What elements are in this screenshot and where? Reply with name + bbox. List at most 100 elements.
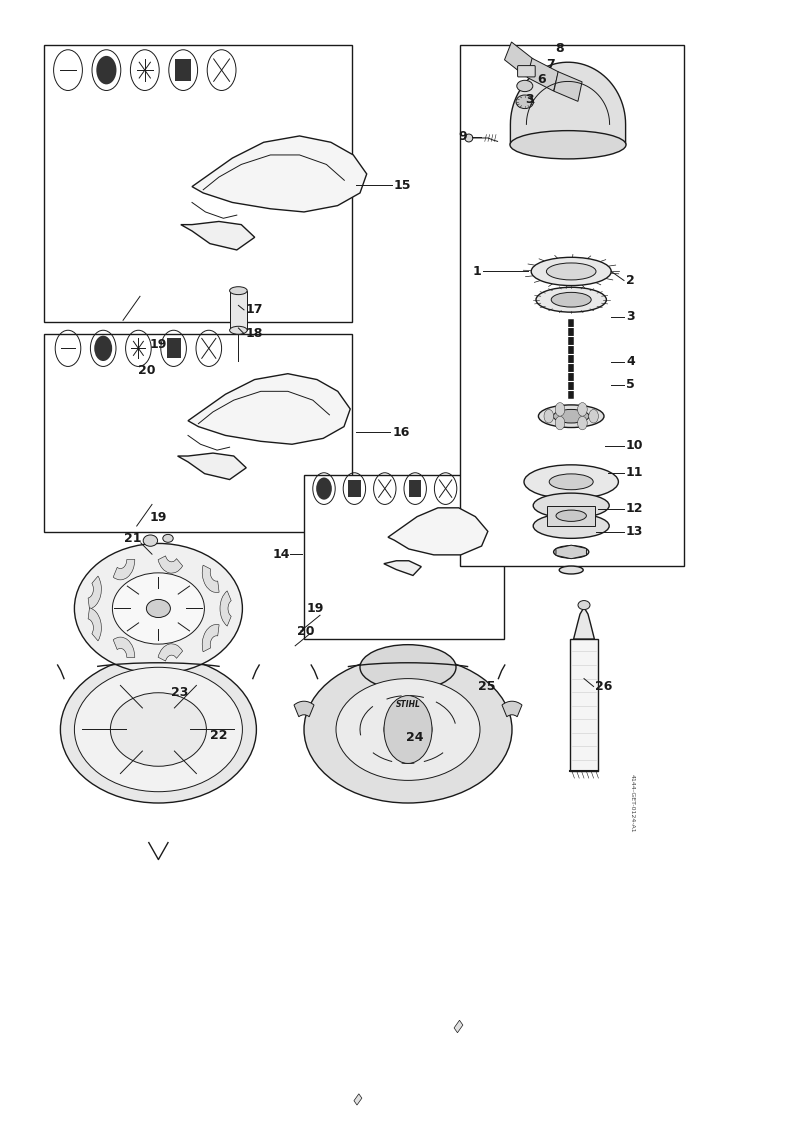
- Text: 16: 16: [392, 425, 410, 439]
- Text: 21: 21: [124, 532, 142, 545]
- Polygon shape: [384, 561, 422, 576]
- Circle shape: [578, 403, 587, 416]
- Ellipse shape: [112, 572, 205, 645]
- Bar: [460, 45, 684, 566]
- Text: 15: 15: [394, 179, 411, 192]
- Text: 9: 9: [458, 130, 466, 144]
- Ellipse shape: [230, 327, 247, 335]
- Ellipse shape: [61, 656, 256, 803]
- Polygon shape: [554, 71, 582, 102]
- Ellipse shape: [533, 513, 610, 538]
- Ellipse shape: [74, 543, 242, 674]
- Text: 19: 19: [150, 511, 167, 525]
- Polygon shape: [527, 59, 558, 90]
- Bar: [230, 291, 247, 330]
- Text: 19: 19: [306, 602, 324, 615]
- Circle shape: [555, 403, 565, 416]
- Text: 20: 20: [297, 624, 314, 638]
- Ellipse shape: [360, 645, 456, 690]
- Text: 3: 3: [626, 310, 634, 323]
- Text: 3: 3: [526, 93, 534, 106]
- Wedge shape: [158, 644, 182, 662]
- Circle shape: [555, 416, 565, 430]
- Ellipse shape: [538, 405, 604, 428]
- Text: 25: 25: [478, 680, 496, 693]
- Text: 11: 11: [626, 466, 643, 480]
- Text: 22: 22: [210, 728, 228, 742]
- Ellipse shape: [546, 264, 596, 279]
- Ellipse shape: [465, 135, 473, 141]
- Text: STIHL: STIHL: [395, 700, 421, 709]
- Ellipse shape: [163, 535, 174, 543]
- Polygon shape: [505, 42, 533, 77]
- Text: 2: 2: [626, 274, 634, 287]
- Ellipse shape: [146, 599, 170, 618]
- Text: 4144-GET-0124-A1: 4144-GET-0124-A1: [630, 774, 634, 832]
- Ellipse shape: [549, 474, 593, 490]
- Polygon shape: [556, 545, 586, 559]
- Text: 14: 14: [273, 547, 290, 561]
- Circle shape: [384, 696, 432, 763]
- Ellipse shape: [554, 546, 589, 559]
- Polygon shape: [388, 508, 488, 555]
- Bar: [570, 639, 598, 771]
- Ellipse shape: [556, 510, 586, 521]
- Circle shape: [578, 416, 587, 430]
- Text: 24: 24: [406, 731, 423, 744]
- Ellipse shape: [74, 667, 242, 792]
- Ellipse shape: [533, 493, 610, 518]
- Ellipse shape: [516, 95, 534, 109]
- Wedge shape: [114, 560, 134, 580]
- Text: 12: 12: [626, 502, 643, 516]
- Polygon shape: [192, 136, 366, 211]
- Wedge shape: [202, 566, 219, 593]
- Bar: [304, 475, 504, 639]
- Text: 20: 20: [138, 364, 155, 378]
- Wedge shape: [294, 701, 314, 717]
- Polygon shape: [574, 607, 594, 639]
- Ellipse shape: [230, 287, 247, 295]
- Ellipse shape: [143, 535, 158, 546]
- Circle shape: [96, 55, 117, 85]
- Ellipse shape: [551, 293, 591, 308]
- Text: 10: 10: [626, 439, 643, 452]
- Text: 5: 5: [626, 378, 634, 391]
- Ellipse shape: [531, 257, 611, 286]
- Ellipse shape: [559, 567, 583, 575]
- Bar: [409, 480, 422, 498]
- Text: 8: 8: [556, 42, 564, 55]
- Ellipse shape: [536, 287, 606, 312]
- Bar: [166, 338, 181, 359]
- Circle shape: [316, 477, 332, 500]
- Text: 17: 17: [246, 303, 263, 317]
- Ellipse shape: [384, 713, 432, 746]
- Text: 26: 26: [594, 680, 612, 693]
- Wedge shape: [114, 637, 134, 657]
- Wedge shape: [220, 590, 231, 627]
- Circle shape: [94, 336, 112, 361]
- Ellipse shape: [510, 131, 626, 159]
- Text: 18: 18: [246, 327, 263, 340]
- Polygon shape: [188, 373, 350, 444]
- FancyBboxPatch shape: [518, 66, 535, 77]
- Wedge shape: [88, 607, 102, 641]
- Wedge shape: [502, 701, 522, 717]
- Polygon shape: [510, 62, 626, 145]
- Bar: [547, 506, 595, 526]
- Circle shape: [544, 409, 554, 423]
- Polygon shape: [178, 454, 246, 480]
- Polygon shape: [181, 222, 254, 250]
- Bar: [44, 334, 352, 532]
- Text: 19: 19: [150, 338, 167, 352]
- Text: 7: 7: [546, 58, 554, 71]
- Text: 13: 13: [626, 525, 643, 538]
- Bar: [44, 45, 352, 322]
- Wedge shape: [88, 576, 102, 610]
- Ellipse shape: [336, 679, 480, 780]
- Text: 4: 4: [626, 355, 634, 369]
- Polygon shape: [454, 1020, 463, 1033]
- Ellipse shape: [517, 80, 533, 92]
- Bar: [175, 59, 191, 81]
- Ellipse shape: [578, 601, 590, 610]
- Polygon shape: [354, 1094, 362, 1105]
